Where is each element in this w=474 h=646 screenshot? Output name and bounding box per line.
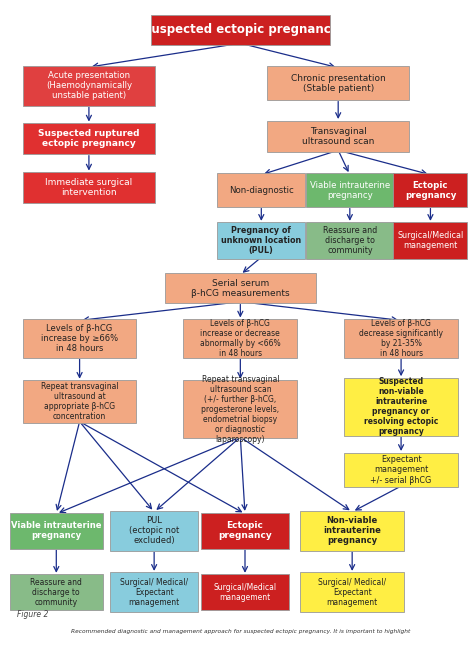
Text: Non-diagnostic: Non-diagnostic [229,185,294,194]
FancyBboxPatch shape [306,173,394,207]
FancyBboxPatch shape [267,121,409,152]
Text: Ectopic
pregnancy: Ectopic pregnancy [405,181,456,200]
FancyBboxPatch shape [23,319,137,358]
Text: Repeat transvaginal
ultrasound scan
(+/- further β-hCG,
progesterone levels,
end: Repeat transvaginal ultrasound scan (+/-… [201,375,279,444]
FancyBboxPatch shape [300,572,404,612]
Text: PUL
(ectopic not
excluded): PUL (ectopic not excluded) [129,516,179,545]
FancyBboxPatch shape [110,572,198,612]
FancyBboxPatch shape [23,66,155,106]
FancyBboxPatch shape [183,380,297,439]
Text: Repeat transvaginal
ultrasound at
appropriate β-hCG
concentration: Repeat transvaginal ultrasound at approp… [41,382,118,421]
Text: Reassure and
discharge to
community: Reassure and discharge to community [323,226,377,255]
Text: Reassure and
discharge to
community: Reassure and discharge to community [30,578,82,607]
Text: Expectant
management
+/- serial βhCG: Expectant management +/- serial βhCG [371,455,432,484]
FancyBboxPatch shape [217,173,305,207]
Text: Chronic presentation
(Stable patient): Chronic presentation (Stable patient) [291,74,385,93]
Text: Recommended diagnostic and management approach for suspected ectopic pregnancy. : Recommended diagnostic and management ap… [71,629,410,634]
Text: Surgical/ Medical/
Expectant
management: Surgical/ Medical/ Expectant management [318,578,386,607]
FancyBboxPatch shape [165,273,316,303]
Text: Surgical/Medical
management: Surgical/Medical management [213,583,276,602]
Text: Immediate surgical
intervention: Immediate surgical intervention [46,178,133,197]
Text: Suspected ectopic pregnancy: Suspected ectopic pregnancy [143,23,338,36]
FancyBboxPatch shape [23,172,155,203]
FancyBboxPatch shape [393,222,467,258]
FancyBboxPatch shape [201,512,289,548]
FancyBboxPatch shape [393,173,467,207]
FancyBboxPatch shape [183,319,297,358]
FancyBboxPatch shape [344,319,458,358]
Text: Viable intrauterine
pregnancy: Viable intrauterine pregnancy [310,181,390,200]
Text: Ectopic
pregnancy: Ectopic pregnancy [218,521,272,540]
FancyBboxPatch shape [344,453,458,487]
Text: Suspected ruptured
ectopic pregnancy: Suspected ruptured ectopic pregnancy [38,129,140,148]
Text: Suspected
non-viable
intrauterine
pregnancy or
resolving ectopic
pregnancy: Suspected non-viable intrauterine pregna… [364,377,438,437]
Text: Serial serum
β-hCG measurements: Serial serum β-hCG measurements [191,278,290,298]
Text: Surgical/ Medical/
Expectant
management: Surgical/ Medical/ Expectant management [120,578,188,607]
FancyBboxPatch shape [344,378,458,436]
Text: Levels of β-hCG
increase by ≥66%
in 48 hours: Levels of β-hCG increase by ≥66% in 48 h… [41,324,118,353]
FancyBboxPatch shape [201,574,289,610]
FancyBboxPatch shape [23,123,155,154]
Text: Levels of β-hCG
decrease significantly
by 21-35%
in 48 hours: Levels of β-hCG decrease significantly b… [359,319,443,358]
Text: Surgical/Medical
management: Surgical/Medical management [397,231,464,250]
Text: Non-viable
intrauterine
pregnancy: Non-viable intrauterine pregnancy [323,516,381,545]
Text: Pregnancy of
unknown location
(PUL): Pregnancy of unknown location (PUL) [221,226,301,255]
Text: Figure 2: Figure 2 [17,610,48,619]
FancyBboxPatch shape [267,67,409,100]
Text: Viable intrauterine
pregnancy: Viable intrauterine pregnancy [11,521,101,540]
Text: Acute presentation
(Haemodynamically
unstable patient): Acute presentation (Haemodynamically uns… [46,71,132,100]
FancyBboxPatch shape [10,512,103,548]
FancyBboxPatch shape [23,380,137,423]
Text: Transvaginal
ultrasound scan: Transvaginal ultrasound scan [302,127,374,145]
FancyBboxPatch shape [110,510,198,550]
FancyBboxPatch shape [306,222,394,258]
FancyBboxPatch shape [10,574,103,610]
FancyBboxPatch shape [300,510,404,550]
FancyBboxPatch shape [151,15,330,45]
FancyBboxPatch shape [217,222,305,258]
Text: Levels of β-hCG
increase or decrease
abnormally by <66%
in 48 hours: Levels of β-hCG increase or decrease abn… [200,319,281,358]
